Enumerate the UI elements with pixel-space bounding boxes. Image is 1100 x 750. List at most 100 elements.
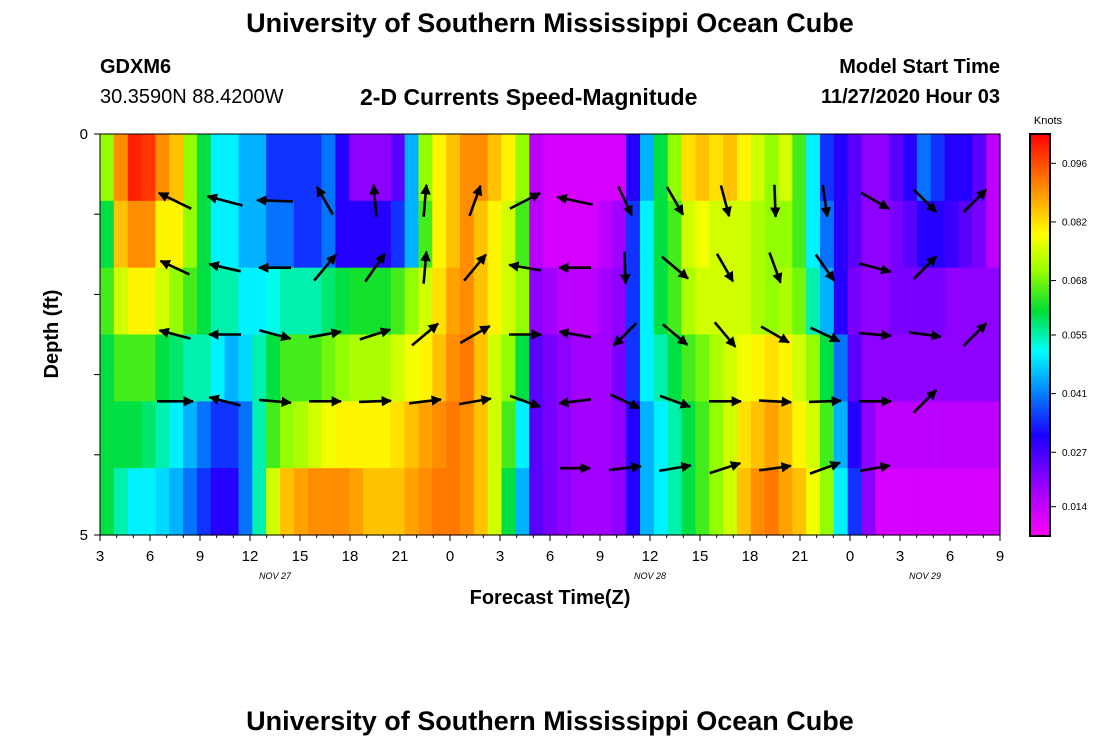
- heatmap-cell: [280, 267, 295, 336]
- heatmap-cell: [556, 200, 572, 269]
- heatmap-cell: [363, 200, 378, 269]
- heatmap-cell: [847, 200, 863, 269]
- heatmap-cell: [723, 134, 738, 202]
- heatmap-cell: [127, 134, 143, 202]
- currents-chart: 3 6 9 12 15 18 21 0 3 6 9 12 15 18 21 0 3 6 9 NOV 27 NOV 28 N…: [41, 115, 1087, 609]
- heatmap-cell: [930, 334, 946, 402]
- current-vector-arrow: [658, 461, 692, 473]
- heatmap-cell: [709, 401, 724, 469]
- heatmap-cell: [515, 401, 530, 469]
- current-vector-arrow: [758, 396, 793, 407]
- heatmap-cell: [529, 468, 544, 536]
- heatmap-cell: [861, 401, 876, 469]
- heatmap-cell: [584, 468, 600, 536]
- heatmap-cell: [210, 468, 226, 536]
- heatmap-cell: [986, 134, 1001, 202]
- heatmap-cell: [653, 134, 669, 202]
- heatmap-cell: [640, 267, 655, 336]
- x-tick-label: 9: [196, 548, 204, 565]
- colorbar-tick-label: 0.068: [1062, 276, 1087, 287]
- colorbar: Knots 0.096 0.082 0.068 0.055 0.041 0.027 0.01…: [1029, 115, 1087, 537]
- heatmap-cell: [473, 134, 489, 202]
- current-vector-arrow: [255, 195, 294, 206]
- current-vector-arrow: [713, 321, 737, 348]
- heatmap-cell: [432, 401, 447, 469]
- y-axis-label: Depth (ft): [41, 290, 63, 379]
- heatmap-cell: [709, 468, 724, 536]
- current-vector-arrow: [661, 323, 689, 346]
- heatmap-cell: [875, 334, 890, 402]
- heatmap-cell: [183, 267, 198, 336]
- current-vector-arrow: [208, 261, 241, 273]
- heatmap-cell: [653, 401, 669, 469]
- heatmap-cell: [958, 267, 973, 336]
- heatmap-cell: [446, 334, 461, 402]
- heatmap-cell: [930, 267, 946, 336]
- heatmap-cell: [778, 468, 793, 536]
- heatmap-cell: [972, 334, 987, 402]
- heatmap-cell: [252, 134, 267, 202]
- heatmap-cell: [335, 468, 350, 536]
- heatmap-cell: [390, 200, 406, 269]
- heatmap-cell: [972, 468, 987, 536]
- heatmap-cell: [556, 334, 572, 402]
- heatmap-cell: [640, 134, 655, 202]
- heatmap-cell: [321, 468, 336, 536]
- heatmap-cell: [252, 267, 267, 336]
- x-tick-label: 3: [496, 548, 504, 565]
- heatmap-cell: [390, 468, 406, 536]
- heatmap-cell: [501, 134, 516, 202]
- heatmap-cell: [903, 468, 918, 536]
- heatmap-cell: [266, 267, 281, 336]
- heatmap-cell: [806, 134, 821, 202]
- heatmap-cell: [224, 200, 240, 269]
- heatmap-cell: [432, 267, 447, 336]
- current-vector-arrow: [359, 327, 392, 341]
- heatmap-cell: [750, 134, 766, 202]
- heatmap-cell: [293, 401, 309, 469]
- current-vector-arrow: [770, 184, 781, 218]
- heatmap-cell: [183, 401, 198, 469]
- heatmap-cell: [612, 334, 627, 402]
- x-tick-label: 15: [292, 548, 309, 565]
- heatmap-cell: [169, 401, 184, 469]
- heatmap-cell: [141, 401, 156, 469]
- heatmap-cell: [280, 468, 295, 536]
- heatmap-cell: [280, 200, 295, 269]
- heatmap-cell: [889, 401, 904, 469]
- heatmap-cell: [376, 334, 392, 402]
- heatmap-cell: [750, 334, 766, 402]
- heatmap-cell: [335, 200, 350, 269]
- heatmap-cell: [626, 468, 641, 536]
- heatmap-cell: [113, 267, 129, 336]
- heatmap-cell: [875, 401, 890, 469]
- heatmap-cell: [806, 468, 821, 536]
- heatmap-cell: [307, 267, 323, 336]
- heatmap-cell: [667, 334, 683, 402]
- heatmap-cell: [695, 200, 710, 269]
- heatmap-cell: [806, 334, 821, 402]
- heatmap-cell: [889, 200, 904, 269]
- heatmap-cell: [598, 334, 613, 402]
- colorbar-unit-label: Knots: [1034, 115, 1063, 127]
- heatmap-cell: [196, 200, 212, 269]
- heatmap-cell: [986, 468, 1001, 536]
- heatmap-cell: [293, 468, 309, 536]
- heatmap-cell: [113, 468, 129, 536]
- heatmap-cell: [183, 334, 198, 402]
- heatmap-cell: [349, 401, 364, 469]
- x-tick-label: 18: [342, 548, 359, 565]
- heatmap-cell: [100, 468, 115, 536]
- date-label: NOV 27: [259, 571, 292, 581]
- heatmap-cell: [141, 200, 156, 269]
- heatmap-cell: [113, 134, 129, 202]
- heatmap-cell: [709, 200, 724, 269]
- heatmap-cell: [127, 267, 143, 336]
- heatmap-cell: [515, 334, 530, 402]
- heatmap-cell: [667, 134, 683, 202]
- heatmap-cell: [169, 134, 184, 202]
- heatmap-cell: [127, 334, 143, 402]
- current-vector-arrow: [411, 322, 439, 347]
- heatmap-cell: [570, 134, 586, 202]
- current-vector-arrow: [859, 462, 891, 473]
